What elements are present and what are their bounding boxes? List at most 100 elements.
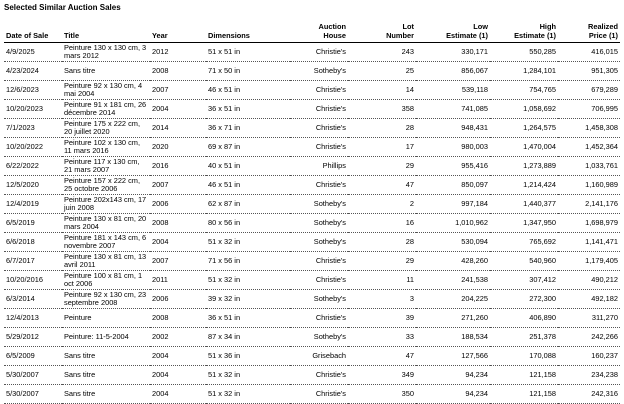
table-row: 6/5/2009 Sans titre 2004 51 x 36 in Grisebac… (4, 346, 620, 366)
table-cell: Christie's (290, 137, 348, 157)
table-cell: Peinture: 11-5-2004 (62, 327, 150, 347)
table-cell: 127,566 (416, 346, 490, 366)
table-cell: Christie's (290, 175, 348, 195)
table-cell: Sotheby's (290, 232, 348, 252)
table-cell: 850,097 (416, 175, 490, 195)
table-cell: 5/30/2007 (4, 365, 62, 385)
table-row: 7/1/2023 Peinture 175 x 222 cm, 20 juille… (4, 118, 620, 138)
table-cell: 2004 (150, 365, 206, 385)
table-cell: 2,141,176 (558, 194, 620, 214)
table-cell: 170,088 (490, 346, 558, 366)
table-cell: 955,416 (416, 156, 490, 176)
column-header: Auction House (290, 16, 348, 43)
table-cell: Sans titre (62, 61, 150, 81)
table-cell: 741,085 (416, 99, 490, 119)
table-cell: Christie's (290, 251, 348, 271)
table-cell: 10/20/2016 (4, 270, 62, 290)
table-cell: Christie's (290, 42, 348, 62)
table-cell: 29 (348, 251, 416, 271)
table-cell: 2008 (150, 213, 206, 233)
column-header: High Estimate (1) (490, 16, 558, 43)
table-cell: 10/20/2022 (4, 137, 62, 157)
table-cell: Peinture 130 x 81 cm, 13 avril 2011 (62, 251, 150, 271)
table-cell: 428,260 (416, 251, 490, 271)
table-cell: 62 x 87 in (206, 194, 290, 214)
table-cell: 540,960 (490, 251, 558, 271)
table-cell: 188,534 (416, 327, 490, 347)
column-header: Dimensions (206, 16, 290, 43)
table-body: 4/9/2025 Peinture 130 x 130 cm, 3 mars 20… (4, 42, 620, 404)
table-cell: 40 x 51 in (206, 156, 290, 176)
table-cell: 2006 (150, 289, 206, 309)
table-row: 4/9/2025 Peinture 130 x 130 cm, 3 mars 20… (4, 42, 620, 62)
table-cell: 2008 (150, 308, 206, 328)
table-cell: Christie's (290, 270, 348, 290)
table-cell: 856,067 (416, 61, 490, 81)
table-cell: 358 (348, 99, 416, 119)
table-cell: 1,010,962 (416, 213, 490, 233)
table-cell: 121,158 (490, 384, 558, 404)
table-cell: 28 (348, 232, 416, 252)
table-cell: 2011 (150, 270, 206, 290)
table-cell: 1,033,761 (558, 156, 620, 176)
table-cell: 94,234 (416, 384, 490, 404)
table-cell: Sotheby's (290, 289, 348, 309)
table-cell: 69 x 87 in (206, 137, 290, 157)
header-text: Lot Number (386, 22, 414, 40)
table-cell: 4/23/2024 (4, 61, 62, 81)
table-cell: 46 x 51 in (206, 175, 290, 195)
table-cell: 1,698,979 (558, 213, 620, 233)
column-header: Year (150, 16, 206, 43)
table-row: 5/30/2007 Sans titre 2004 51 x 32 in Christi… (4, 384, 620, 404)
table-cell: Sotheby's (290, 61, 348, 81)
table-row: 12/6/2023 Peinture 92 x 130 cm, 4 mai 200… (4, 80, 620, 100)
table-cell: Sotheby's (290, 327, 348, 347)
table-cell: 28 (348, 118, 416, 138)
table-row: 12/4/2013 Peinture 2008 36 x 51 in Christie'… (4, 308, 620, 328)
table-cell: 1,160,989 (558, 175, 620, 195)
table-cell: 1,058,692 (490, 99, 558, 119)
table-row: 6/3/2014 Peinture 92 x 130 cm, 23 septemb… (4, 289, 620, 309)
table-cell: 4/9/2025 (4, 42, 62, 62)
table-cell: 11 (348, 270, 416, 290)
table-cell: Grisebach (290, 346, 348, 366)
table-cell: 2016 (150, 156, 206, 176)
table-cell: Peinture 91 x 181 cm, 26 décembre 2014 (62, 99, 150, 119)
table-cell: 51 x 32 in (206, 365, 290, 385)
table-cell: Sans titre (62, 384, 150, 404)
table-cell: 539,118 (416, 80, 490, 100)
table-cell: 2006 (150, 194, 206, 214)
header-text: Auction House (318, 22, 346, 40)
table-cell: Peinture 175 x 222 cm, 20 juillet 2020 (62, 118, 150, 138)
table-cell: Christie's (290, 80, 348, 100)
table-cell: 1,452,364 (558, 137, 620, 157)
table-cell: 46 x 51 in (206, 80, 290, 100)
table-cell: 6/7/2017 (4, 251, 62, 271)
table-cell: 1,284,101 (490, 61, 558, 81)
table-cell: 47 (348, 175, 416, 195)
table-cell: Phillips (290, 156, 348, 176)
table-cell: Sotheby's (290, 194, 348, 214)
table-cell: 5/30/2007 (4, 384, 62, 404)
table-cell: 706,995 (558, 99, 620, 119)
table-cell: 311,270 (558, 308, 620, 328)
table-cell: 951,305 (558, 61, 620, 81)
table-cell: 51 x 32 in (206, 232, 290, 252)
table-cell: 997,184 (416, 194, 490, 214)
table-cell: 271,260 (416, 308, 490, 328)
table-cell: 1,214,424 (490, 175, 558, 195)
table-cell: 6/22/2022 (4, 156, 62, 176)
column-header: Lot Number (348, 16, 416, 43)
table-cell: 3 (348, 289, 416, 309)
table-cell: 2014 (150, 118, 206, 138)
table-cell: 160,237 (558, 346, 620, 366)
table-row: 6/5/2019 Peinture 130 x 81 cm, 20 mars 20… (4, 213, 620, 233)
table-cell: 12/6/2023 (4, 80, 62, 100)
table-cell: Peinture 92 x 130 cm, 23 septembre 2008 (62, 289, 150, 309)
table-cell: Sans titre (62, 365, 150, 385)
table-cell: 121,158 (490, 365, 558, 385)
column-header: Low Estimate (1) (416, 16, 490, 43)
table-cell: 1,440,377 (490, 194, 558, 214)
table-cell: 36 x 71 in (206, 118, 290, 138)
table-cell: 234,238 (558, 365, 620, 385)
